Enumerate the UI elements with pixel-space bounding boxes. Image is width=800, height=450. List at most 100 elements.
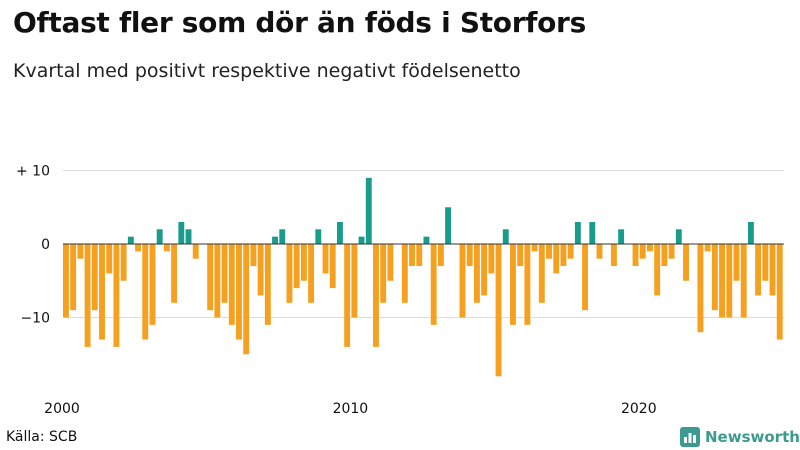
bar-negative (776, 244, 783, 340)
bar-negative (632, 244, 639, 267)
bar-negative (228, 244, 235, 325)
bar-negative (560, 244, 567, 267)
bar-negative (430, 244, 437, 325)
bar-negative (329, 244, 336, 289)
bar-negative (553, 244, 560, 274)
bar-negative (704, 244, 711, 252)
bar-negative (762, 244, 769, 281)
bar-negative (409, 244, 415, 267)
bar-negative (719, 244, 726, 318)
bar-negative (380, 244, 387, 303)
bar-negative (77, 244, 84, 259)
bar-negative (322, 244, 329, 274)
bar-positive (502, 229, 509, 244)
bar-negative (582, 244, 589, 311)
bar-negative (221, 244, 228, 303)
bar-negative (538, 244, 545, 303)
bar-negative (84, 244, 91, 347)
bar-positive (178, 221, 185, 244)
gridlines (63, 170, 784, 318)
bar-negative (135, 244, 141, 252)
bars (63, 177, 783, 377)
bar-negative (473, 244, 480, 303)
bar-negative (250, 244, 257, 267)
bar-negative (495, 244, 502, 377)
bar-negative (654, 244, 661, 296)
chart-title: Oftast fler som dör än föds i Storfors (13, 6, 586, 39)
bar-positive (315, 229, 322, 244)
bar-negative (596, 244, 603, 259)
bar-negative (437, 244, 444, 267)
bar-negative (567, 244, 574, 259)
bar-negative (70, 244, 77, 311)
bar-negative (214, 244, 221, 318)
bar-positive (618, 229, 625, 244)
bar-positive (358, 236, 365, 244)
bar-negative (546, 244, 552, 259)
bar-negative (726, 244, 733, 318)
bar-negative (171, 244, 178, 303)
bar-positive (185, 229, 192, 244)
bar-negative (163, 244, 170, 252)
bar-negative (401, 244, 408, 303)
bar-negative (351, 244, 358, 318)
bar-negative (192, 244, 199, 259)
bar-negative (661, 244, 668, 267)
bar-positive (423, 236, 430, 244)
bar-negative (243, 244, 250, 355)
bar-negative (63, 244, 69, 318)
bar-negative (647, 244, 653, 252)
bar-negative (610, 244, 617, 267)
bar-negative (106, 244, 113, 274)
bar-negative (149, 244, 156, 325)
bar-negative (142, 244, 149, 340)
brand-name: Newsworthy (705, 428, 800, 446)
bar-negative (300, 244, 307, 281)
bar-negative (481, 244, 488, 296)
bar-positive (589, 221, 596, 244)
bar-negative (510, 244, 516, 325)
y-tick-label: −10 (20, 311, 50, 327)
bar-negative (99, 244, 105, 340)
bar-negative (466, 244, 473, 267)
x-tick-label: 2000 (44, 401, 80, 417)
bar-negative (264, 244, 271, 325)
bar-positive (365, 177, 372, 244)
bar-negative (286, 244, 293, 303)
bar-negative (524, 244, 531, 325)
bar-negative (531, 244, 538, 252)
bar-positive (279, 229, 286, 244)
bar-positive (336, 221, 343, 244)
bar-negative (373, 244, 379, 347)
bar-negative (755, 244, 762, 296)
bar-positive (675, 229, 682, 244)
bar-negative (733, 244, 740, 281)
bar-negative (344, 244, 351, 347)
bar-negative (113, 244, 120, 347)
bar-negative (120, 244, 127, 281)
bar-negative (293, 244, 300, 289)
bar-negative (387, 244, 394, 281)
bar-positive (272, 236, 278, 244)
bar-positive (156, 229, 163, 244)
bar-negative (257, 244, 264, 296)
brand-logo: Newsworthy (680, 426, 800, 448)
bar-negative (459, 244, 466, 318)
chart-subtitle: Kvartal med positivt respektive negativt… (13, 60, 521, 82)
bar-negative (308, 244, 315, 303)
bar-negative (697, 244, 704, 333)
bar-negative (207, 244, 214, 311)
bar-negative (711, 244, 718, 311)
bar-positive (747, 221, 754, 244)
bar-negative (639, 244, 646, 259)
bar-negative (91, 244, 98, 311)
bar-negative (740, 244, 747, 318)
bar-positive (574, 221, 581, 244)
newsworthy-logo-icon (680, 427, 700, 447)
x-tick-label: 2020 (621, 401, 657, 417)
bar-negative (416, 244, 423, 267)
bar-negative (668, 244, 675, 259)
y-tick-label: + 10 (16, 164, 50, 180)
bar-positive (445, 207, 452, 244)
